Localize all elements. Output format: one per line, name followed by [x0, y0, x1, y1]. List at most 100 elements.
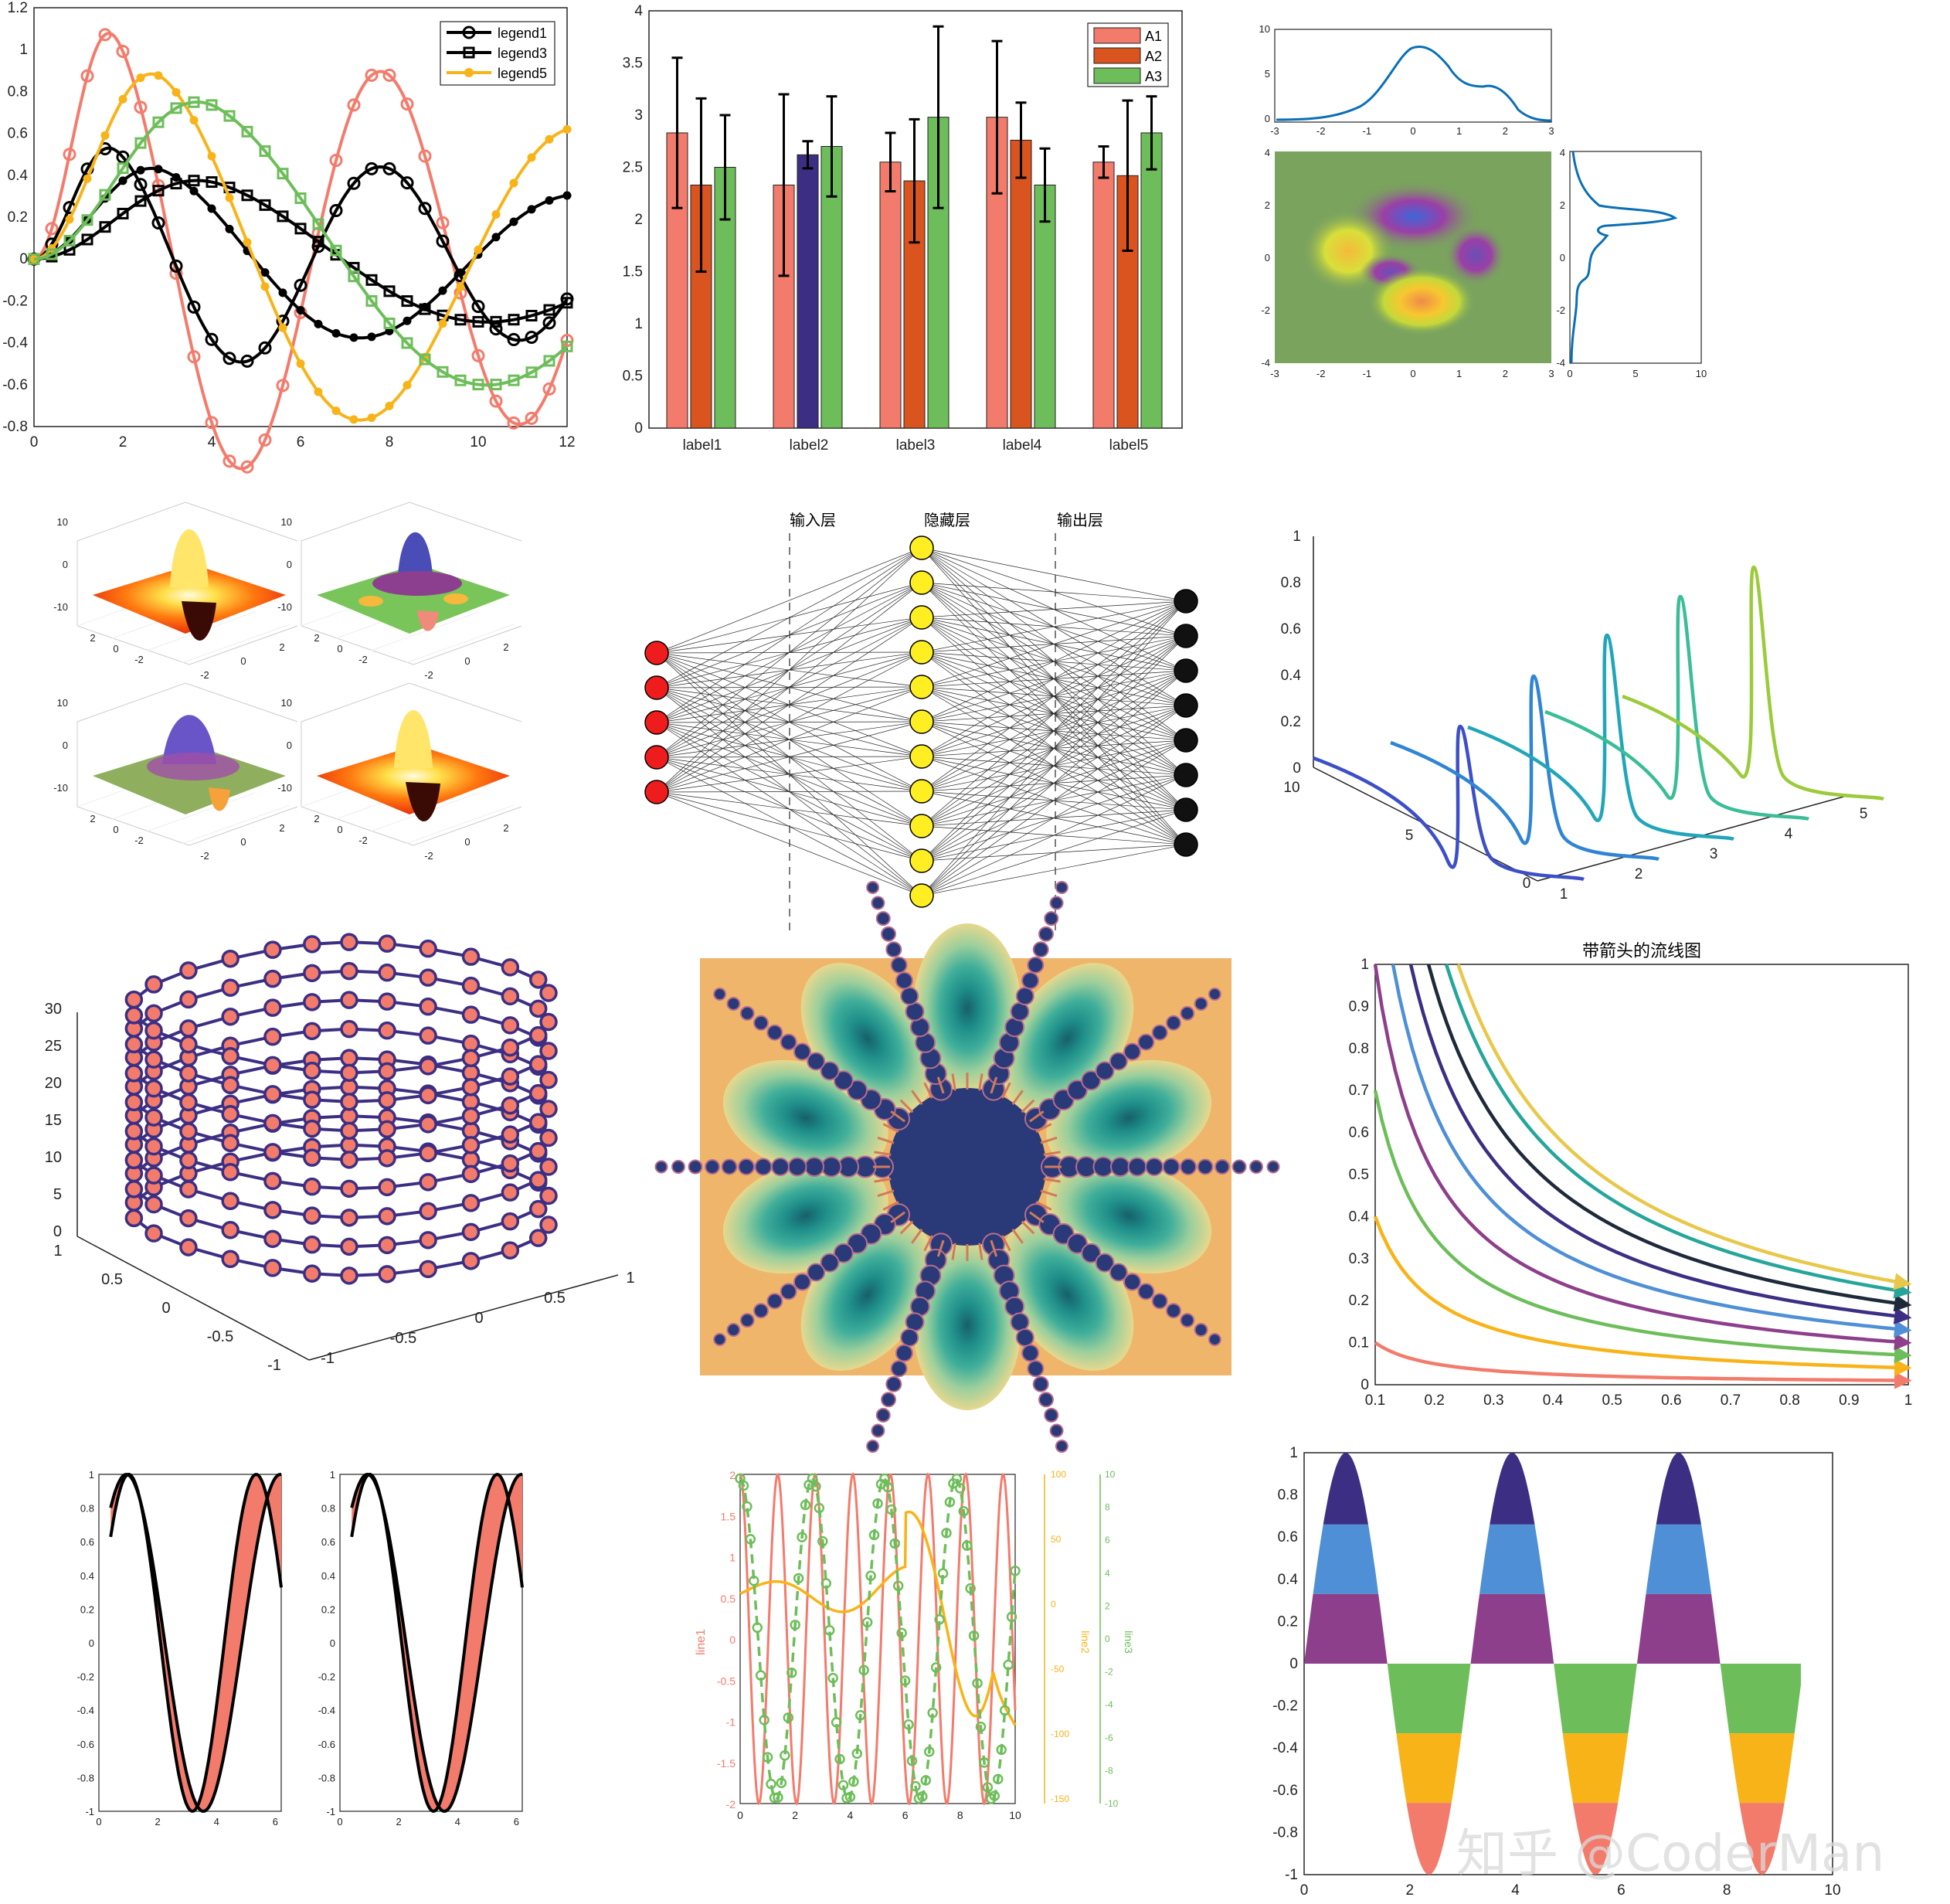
helix-marker [340, 1151, 358, 1169]
data-point [472, 379, 484, 391]
x-tick-label: 0 [113, 824, 118, 835]
ridge-line [1467, 633, 1734, 842]
fractal-bulb [833, 1070, 854, 1091]
data-point [418, 202, 432, 216]
line3-marker [896, 1627, 907, 1639]
helix-marker [303, 1206, 321, 1225]
x-tick-label: 0 [1567, 368, 1572, 379]
fractal-filament [899, 1220, 914, 1235]
y1-tick-label: 0 [729, 1634, 735, 1646]
line-chart-panel: legend1 legend3 legend5 0 2 4 6 8 10 12 1.2 1 0.8… [2, 0, 576, 474]
fractal-bulb [875, 1407, 891, 1423]
helix-marker [124, 1093, 144, 1112]
band-fill-panel: 0 2 4 610.80.60.40.20-0.2-0.4-0.6-0.8-10 2 4 6… [77, 1469, 524, 1828]
y-tick-label: 1.2 [8, 0, 28, 16]
fractal-bulb [1231, 1159, 1247, 1175]
data-point [81, 214, 93, 226]
helix-marker [303, 993, 321, 1012]
line3 [739, 1476, 1017, 1802]
fractal-bulb [1208, 1332, 1221, 1346]
y-tick-label: 0.5 [1349, 1167, 1369, 1183]
helix-marker [303, 935, 321, 954]
helix-marker [501, 987, 520, 1006]
line3-marker [831, 1717, 842, 1728]
fractal-bulb [1038, 926, 1054, 942]
connection [656, 547, 922, 654]
data-point [419, 303, 431, 315]
data-point [45, 222, 59, 236]
line3-marker [1003, 1659, 1014, 1671]
data-point [277, 168, 289, 180]
line3-marker [975, 1721, 987, 1732]
helix-marker [144, 1137, 163, 1156]
neuron-node [909, 536, 934, 560]
data-point [134, 137, 147, 149]
line3-marker [924, 1746, 935, 1757]
helix-marker [179, 961, 198, 980]
z-tick-label: 0.8 [1281, 575, 1301, 591]
y-tick-label: 2 [634, 212, 643, 228]
connection [921, 600, 1187, 827]
ridge-line [1622, 565, 1884, 801]
connection [921, 635, 1187, 896]
y2-tick-label: -150 [1051, 1794, 1069, 1804]
ylabel-line3: line3 [1123, 1630, 1135, 1654]
data-point [329, 203, 343, 217]
y-tick-label: -0.4 [1272, 1740, 1298, 1756]
fractal-bulb [1049, 896, 1064, 910]
helix-marker [124, 990, 144, 1009]
y-tick-label: 0.7 [1349, 1083, 1369, 1099]
neuron-node [644, 745, 669, 770]
x-tick-label: 1 [53, 1243, 62, 1260]
y-tick-label: -1 [1285, 1867, 1298, 1883]
fractal-filament [951, 1243, 956, 1260]
connection [656, 686, 922, 793]
data-point [154, 71, 163, 80]
fractal-filament [874, 1151, 892, 1156]
y-tick-label: 1 [19, 42, 28, 58]
surface-peak [394, 710, 433, 768]
y-tick-label: -4 [1556, 357, 1565, 369]
fractal-bulb [1021, 1344, 1040, 1362]
fractal-bulb [881, 926, 897, 942]
y-tick-label: -0.4 [77, 1705, 94, 1716]
helix-marker [263, 1171, 282, 1191]
fractal-bulb [1092, 1156, 1114, 1178]
data-point [454, 314, 467, 326]
data-point [436, 234, 450, 248]
z-tick-label: 0 [63, 559, 68, 570]
fractal-filament [877, 1189, 895, 1198]
data-point [383, 318, 396, 330]
x-axis [308, 1274, 619, 1361]
y-tick-label: -0.6 [1272, 1783, 1298, 1799]
helix-marker [528, 1025, 548, 1045]
x-tick-label: 12 [559, 434, 575, 450]
helix-marker [124, 1209, 144, 1228]
data-point [349, 415, 358, 424]
bar [1092, 162, 1115, 429]
data-point [454, 374, 467, 386]
x-tick-label: -1 [1363, 368, 1372, 379]
x-tick-label: 2 [1406, 1882, 1415, 1899]
line3-marker [910, 1780, 921, 1792]
x-tick-label: 0 [161, 1300, 170, 1317]
line3-marker [889, 1538, 900, 1549]
data-point [545, 134, 554, 144]
category-label: label1 [683, 437, 722, 454]
y-tick-label: 0.4 [80, 1570, 94, 1582]
band-edge [350, 1472, 522, 1814]
fractal-bulb [1110, 1157, 1130, 1177]
data-point [508, 374, 520, 386]
data-point [152, 116, 165, 128]
helix-marker [124, 1180, 144, 1198]
surface-subplot: 10 0 -10 2 0 -2 -2 0 2 [53, 502, 298, 681]
fractal-filament [890, 1110, 905, 1123]
y-tick-label: 5 [1405, 828, 1414, 844]
x-tick-label: 0 [113, 643, 118, 654]
data-point [170, 178, 182, 190]
fractal-bulb [766, 1024, 783, 1041]
y-tick-label: -2 [424, 850, 433, 862]
helix-marker [378, 1149, 396, 1168]
data-point [419, 353, 431, 366]
